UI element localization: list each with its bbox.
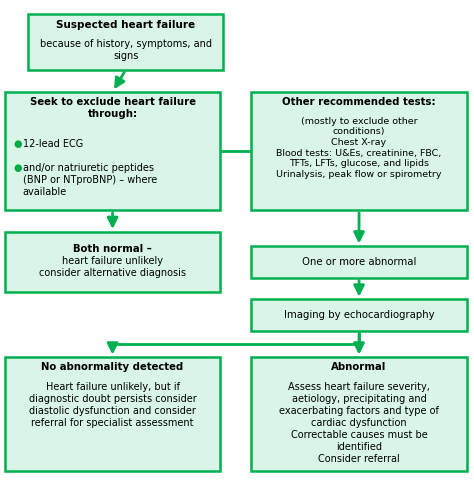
FancyBboxPatch shape <box>251 357 467 471</box>
Text: Other recommended tests:: Other recommended tests: <box>282 97 436 107</box>
Text: Heart failure unlikely, but if
diagnostic doubt persists consider
diastolic dysf: Heart failure unlikely, but if diagnosti… <box>29 382 196 427</box>
FancyBboxPatch shape <box>251 246 467 278</box>
FancyBboxPatch shape <box>28 14 223 70</box>
Text: Both normal –: Both normal – <box>73 243 152 254</box>
Text: ●: ● <box>13 163 22 173</box>
Text: (mostly to exclude other
conditions)
Chest X-ray
Blood tests: U&Es, creatinine, : (mostly to exclude other conditions) Che… <box>276 117 442 179</box>
FancyBboxPatch shape <box>5 92 220 210</box>
Text: No abnormality detected: No abnormality detected <box>41 362 184 372</box>
Text: because of history, symptoms, and
signs: because of history, symptoms, and signs <box>40 39 211 61</box>
Text: and/or natriuretic peptides
(BNP or NTproBNP) – where
available: and/or natriuretic peptides (BNP or NTpr… <box>23 163 157 197</box>
Text: Suspected heart failure: Suspected heart failure <box>56 20 195 30</box>
Text: Imaging by echocardiography: Imaging by echocardiography <box>284 310 434 320</box>
FancyBboxPatch shape <box>5 357 220 471</box>
Text: 12-lead ECG: 12-lead ECG <box>23 139 83 149</box>
Text: ●: ● <box>13 139 22 149</box>
Text: Abnormal: Abnormal <box>331 362 387 372</box>
FancyBboxPatch shape <box>5 232 220 292</box>
Text: One or more abnormal: One or more abnormal <box>302 257 416 267</box>
Text: Assess heart failure severity,
aetiology, precipitating and
exacerbating factors: Assess heart failure severity, aetiology… <box>279 382 439 464</box>
Text: heart failure unlikely
consider alternative diagnosis: heart failure unlikely consider alternat… <box>39 256 186 278</box>
Text: Seek to exclude heart failure
through:: Seek to exclude heart failure through: <box>29 97 196 119</box>
FancyBboxPatch shape <box>251 92 467 210</box>
FancyBboxPatch shape <box>251 299 467 331</box>
